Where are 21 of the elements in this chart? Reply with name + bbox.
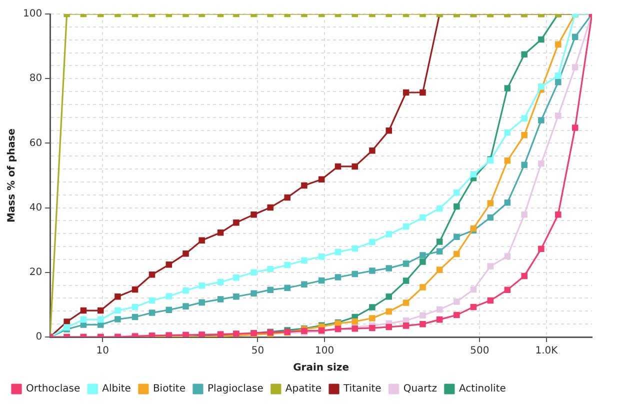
y-tick-label: 100 (22, 8, 42, 20)
legend-label: Albite (102, 384, 131, 395)
legend-label: Actinolite (458, 384, 506, 395)
y-axis-title: Mass % of phase (6, 128, 18, 223)
y-tick-label: 80 (29, 73, 42, 84)
y-tick-label: 60 (29, 138, 42, 149)
y-tick-label: 0 (36, 332, 42, 343)
legend-label: Orthoclase (26, 384, 80, 395)
x-tick-label: 1.0K (535, 346, 558, 357)
legend-label: Quartz (403, 384, 437, 395)
y-tick-label: 20 (29, 266, 42, 278)
legend-label: Titanite (342, 384, 382, 395)
x-axis-title: Grain size (293, 362, 350, 374)
y-tick-label: 40 (29, 202, 42, 214)
legend-label: Apatite (285, 384, 322, 395)
x-tick-label: 50 (251, 346, 264, 357)
x-tick-label: 10 (96, 346, 109, 357)
legend-label: Plagioclase (207, 384, 264, 395)
legend-label: Biotite (152, 384, 186, 395)
x-tick-label: 100 (314, 346, 334, 357)
x-tick-label: 500 (470, 346, 490, 357)
